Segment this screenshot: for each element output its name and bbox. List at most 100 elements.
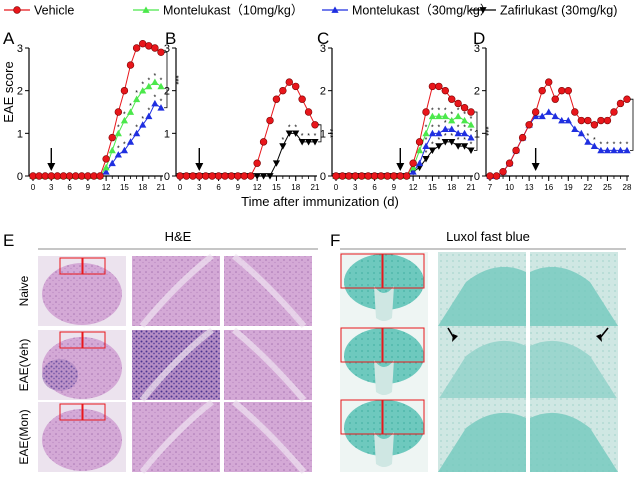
data-point — [120, 86, 129, 95]
data-point — [298, 138, 306, 146]
y-tick-label: 2 — [164, 86, 170, 98]
data-point — [448, 125, 456, 132]
significance-star: * — [470, 129, 473, 136]
data-point — [448, 138, 456, 146]
legend-label-3: Zafirlukast (30mg/kg) — [500, 4, 617, 18]
data-point — [396, 172, 404, 180]
significance-star: * — [288, 124, 291, 131]
data-point — [370, 172, 379, 180]
data-point — [467, 134, 475, 141]
data-point — [151, 44, 159, 52]
data-point — [597, 146, 605, 154]
treatment-arrowhead — [396, 163, 405, 171]
data-point — [253, 173, 261, 180]
data-point — [603, 146, 612, 154]
x-tick-label: 21 — [157, 183, 166, 192]
data-point — [428, 147, 437, 154]
data-point — [454, 143, 462, 150]
x-tick-label: 7 — [488, 183, 493, 192]
data-point — [571, 108, 579, 116]
legend-label-1: Montelukast（10mg/kg） — [163, 4, 303, 18]
data-point — [422, 129, 430, 137]
x-tick-label: 10 — [505, 183, 514, 192]
data-point — [145, 112, 153, 120]
data-point — [409, 163, 417, 171]
significance-star: * — [450, 133, 453, 140]
data-point — [114, 108, 123, 116]
data-point — [126, 108, 135, 115]
zoom-box — [82, 257, 106, 275]
significance-star: * — [613, 141, 616, 148]
data-point — [202, 172, 210, 180]
row-label: EAE(Mon) — [17, 409, 31, 464]
data-point — [454, 99, 462, 108]
x-tick-label: 18 — [447, 183, 456, 192]
data-point — [518, 133, 527, 142]
zoom-box — [382, 399, 425, 435]
data-point — [564, 86, 572, 95]
demyelination-arrow — [599, 327, 609, 339]
data-point — [102, 168, 110, 175]
legend-label-2: Montelukast（30mg/kg） — [352, 4, 492, 18]
y-tick-label: 2 — [474, 86, 480, 98]
lfb-white-matter — [438, 266, 526, 326]
treatment-arrowhead — [47, 163, 56, 171]
data-point — [460, 143, 469, 150]
data-point — [332, 172, 340, 180]
zoom-box — [82, 403, 106, 421]
data-point — [266, 116, 274, 125]
significance-star: * — [593, 137, 596, 144]
he-infiltrate — [42, 359, 78, 391]
data-point — [486, 172, 494, 180]
data-point — [364, 172, 372, 180]
data-point — [383, 172, 392, 180]
panel-f-histology: Luxol fast blue — [340, 229, 626, 472]
series-line — [336, 141, 472, 177]
data-point — [292, 130, 300, 137]
data-point — [84, 172, 92, 180]
he-tissue-edge — [232, 327, 307, 402]
lfb-title: Luxol fast blue — [446, 229, 530, 244]
data-point — [467, 108, 475, 116]
x-tick-label: 9 — [86, 183, 91, 192]
data-point — [139, 40, 147, 48]
data-point — [390, 172, 398, 180]
data-point — [409, 168, 417, 175]
significance-star: * — [141, 116, 144, 123]
data-point — [435, 129, 443, 137]
data-point — [65, 172, 74, 180]
legend-marker-1 — [142, 6, 150, 13]
data-point — [512, 146, 520, 155]
zoom-box — [382, 253, 425, 289]
x-tick-label: 9 — [392, 183, 397, 192]
data-point — [311, 121, 319, 129]
data-point — [304, 108, 313, 116]
data-point — [460, 116, 469, 124]
demyelination-arrowhead — [596, 334, 602, 342]
significance-star: * — [314, 133, 317, 140]
data-point — [145, 42, 153, 50]
zoom-box — [382, 327, 425, 363]
x-tick-label: 6 — [372, 183, 377, 192]
data-point — [151, 99, 159, 107]
significance-star: * — [154, 94, 157, 101]
lfb-spinal-section — [344, 400, 424, 456]
data-point — [590, 142, 598, 150]
data-point — [78, 172, 86, 180]
x-tick-label: 18 — [291, 183, 300, 192]
legend-label-0: Vehicle — [34, 4, 74, 18]
data-point — [448, 95, 456, 103]
data-point — [460, 129, 469, 137]
panel-label-e: E — [3, 231, 14, 250]
data-point — [279, 86, 287, 95]
significance-star: * — [425, 150, 428, 157]
significance-star: * — [117, 124, 120, 131]
data-point — [53, 172, 62, 180]
sig-bracket — [318, 124, 322, 143]
x-axis-label: Time after immunization (d) — [241, 194, 399, 209]
row-label: EAE(Veh) — [17, 339, 31, 392]
significance-star: * — [626, 141, 629, 148]
he-image-grid: Naive EAE(Veh) EAE(Mon) — [17, 253, 312, 474]
data-point — [358, 172, 366, 180]
